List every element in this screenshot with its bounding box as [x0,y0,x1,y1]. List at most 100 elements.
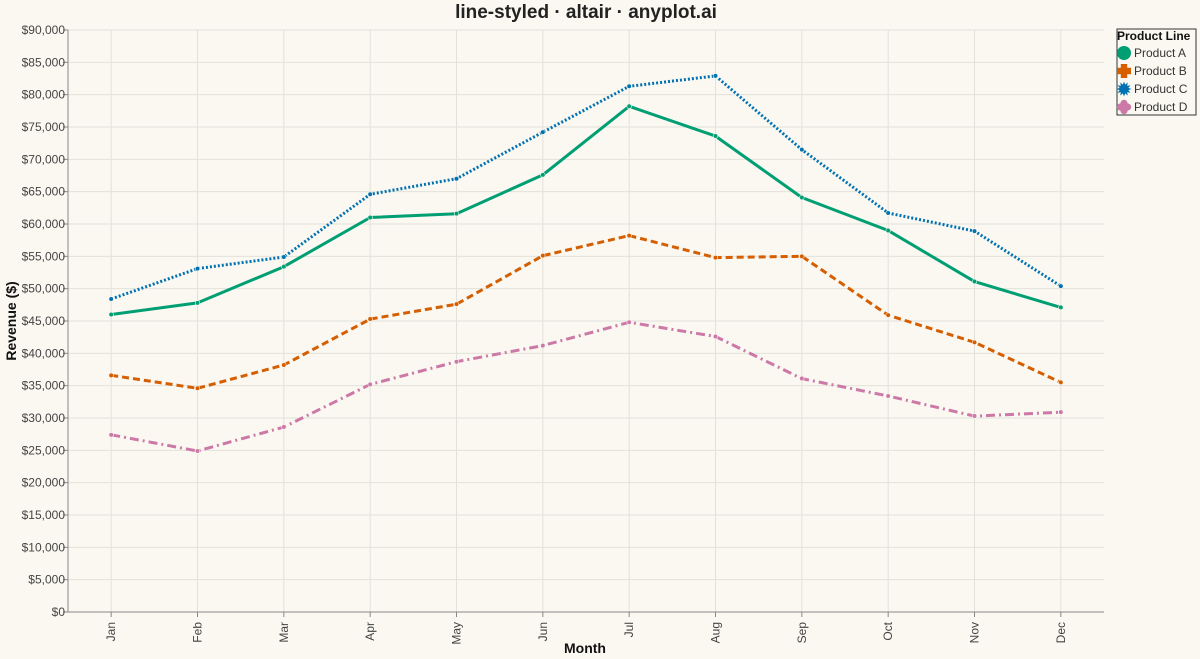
data-point-product-a [799,194,805,201]
legend-items: Product A Product B Product C Product D [1116,46,1188,115]
legend-label-product-a: Product A [1134,46,1186,60]
legend-symbol-center [1121,104,1127,110]
data-point-product-a [108,311,114,318]
data-point-product-c [453,176,460,182]
y-tick-label: $35,000 [22,379,66,393]
series-line-product-d [110,320,1061,453]
y-axis-ticks: $0 $5,000 $10,000 $15,000 $20,000 $25,000 $30,… [22,23,68,619]
data-point-product-d [367,381,373,387]
x-tick-label: Aug [709,622,723,643]
y-tick-label: $50,000 [22,282,66,296]
grid-lines [68,29,1104,613]
data-point-product-c [108,296,114,302]
y-tick-label: $85,000 [22,55,66,69]
data-point-product-c [626,83,632,89]
series-line-product-a [111,104,1062,316]
data-point-product-a [367,214,373,221]
data-point-product-c [1058,283,1064,289]
data-point-product-d [712,333,719,340]
x-tick-label: Jun [536,622,550,641]
data-point-product-c [971,228,978,234]
data-point-product-b [799,253,805,259]
x-tick-label: Nov [968,622,982,643]
y-tick-label: $15,000 [22,508,66,522]
data-point-product-d [626,319,632,325]
data-point-product-b [971,339,978,345]
y-tick-label: $0 [52,605,66,619]
y-axis-title: Revenue ($) [3,281,19,360]
data-point-product-b [1058,379,1064,386]
data-point-product-d [281,424,287,430]
y-tick-label: $80,000 [22,88,66,102]
data-point-product-d [1058,409,1064,415]
series-lines [108,73,1064,454]
data-point-product-b [540,253,546,259]
data-point-product-c [712,73,719,79]
data-point-product-a [281,264,287,270]
data-point-product-a [194,300,201,306]
data-point-product-c [540,129,546,135]
legend: Product Line Product A Product B Product C… [1116,28,1197,116]
data-point-product-b [453,301,460,307]
legend-symbol-product-b [1117,64,1132,79]
x-axis-title: Month [564,640,606,656]
x-tick-label: Sep [795,622,809,644]
series-line-product-b [110,234,1062,390]
x-tick-label: Mar [277,622,291,643]
data-point-product-d [453,359,460,365]
y-tick-label: $60,000 [22,217,66,231]
y-tick-label: $25,000 [22,443,66,457]
y-tick-label: $5,000 [28,573,65,587]
y-tick-label: $30,000 [22,411,66,425]
y-tick-label: $70,000 [22,152,66,166]
x-tick-label: Feb [191,622,205,643]
series-line-product-c [110,74,1062,301]
x-tick-label: Apr [363,622,377,641]
legend-symbol-product-c [1116,81,1132,97]
y-tick-label: $10,000 [22,540,66,554]
data-point-product-a [453,211,460,217]
y-tick-label: $55,000 [22,249,66,263]
data-point-product-c [194,266,201,272]
legend-title: Product Line [1117,29,1191,43]
data-point-product-c [281,254,287,260]
data-point-product-a [712,133,719,139]
y-tick-label: $45,000 [22,314,66,328]
legend-label-product-d: Product D [1134,100,1188,114]
data-point-product-b [885,312,891,318]
data-point-product-a [626,103,632,109]
y-tick-label: $90,000 [22,23,66,37]
data-point-product-a [540,172,546,178]
data-point-product-b [626,233,632,239]
data-point-product-b [367,316,373,322]
y-tick-label: $20,000 [22,476,66,490]
legend-label-product-c: Product C [1134,82,1188,96]
x-tick-label: Jul [622,622,636,637]
legend-label-product-b: Product B [1134,64,1187,78]
data-point-product-b [194,385,201,391]
data-point-product-d [194,448,201,454]
legend-symbol-product-a [1117,46,1131,60]
y-tick-label: $75,000 [22,120,66,134]
data-point-product-d [540,342,546,349]
data-point-product-d [108,432,114,438]
data-point-product-c [367,191,373,197]
x-tick-label: May [450,622,464,645]
x-axis-ticks: Jan Feb Mar Apr May Jun Jul Aug Sep Oct Nov Dec [104,612,1068,645]
x-tick-label: Oct [881,621,895,640]
data-point-product-c [885,210,891,216]
chart-title: line-styled · altair · anyplot.ai [455,2,717,23]
data-point-product-a [885,227,891,234]
data-point-product-b [712,255,719,261]
legend-symbol-product-d [1116,99,1132,115]
data-point-product-a [971,278,978,285]
data-point-product-a [1058,304,1064,311]
data-point-product-c [799,147,805,153]
x-tick-label: Dec [1054,622,1068,643]
data-point-product-d [971,413,978,419]
data-point-product-d [799,375,805,382]
data-point-product-b [281,362,287,368]
y-tick-label: $65,000 [22,185,66,199]
x-tick-label: Jan [104,622,118,641]
